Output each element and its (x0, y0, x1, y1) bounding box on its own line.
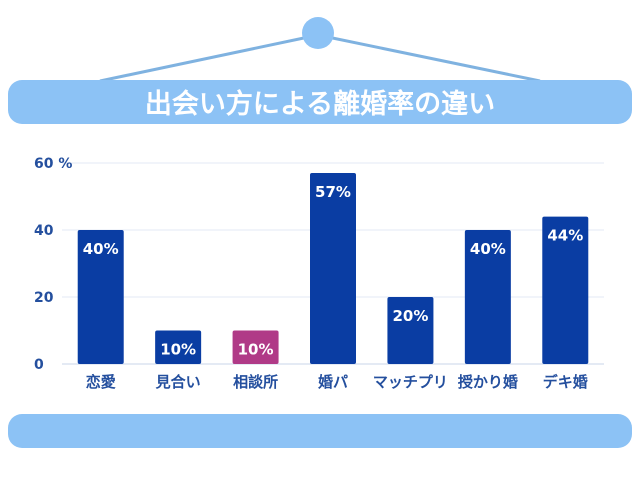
data-label-0: 40% (83, 240, 119, 258)
category-label-3: 婚パ (318, 373, 348, 391)
data-label-6: 44% (547, 227, 583, 245)
chart-title: 出会い方による離婚率の違い (145, 88, 495, 120)
data-label-5: 40% (470, 240, 506, 258)
category-labels: 恋愛 見合い 相談所 婚パ マッチプリ 授かり婚 デキ婚 (86, 373, 588, 391)
data-label-3: 57% (315, 183, 351, 201)
nail-icon (302, 17, 334, 49)
hanging-string-right (317, 33, 541, 83)
data-label-1: 10% (160, 341, 196, 359)
hanging-string-left (99, 33, 319, 83)
bar-4 (387, 297, 434, 364)
y-axis-ticks: 0 20 40 60 % (34, 156, 72, 373)
bars: 40% 10% 10% 57% 20% 40% 44% (77, 173, 589, 364)
y-tick-label: 60 % (34, 156, 72, 172)
bar-3 (310, 173, 356, 364)
category-label-4: マッチプリ (373, 373, 448, 391)
bar-5 (464, 230, 511, 364)
category-label-6: デキ婚 (543, 373, 588, 391)
category-label-1: 見合い (155, 373, 201, 391)
category-label-2: 相談所 (233, 373, 278, 391)
bar-1 (155, 330, 202, 364)
y-tick-label: 0 (34, 357, 44, 373)
data-label-2: 10% (238, 341, 274, 359)
bar-0 (77, 230, 124, 364)
category-label-0: 恋愛 (86, 373, 116, 391)
y-tick-label: 20 (34, 290, 54, 306)
data-label-4: 20% (392, 307, 428, 325)
bar-6 (542, 216, 589, 364)
title-banner (8, 80, 632, 124)
bottom-roller (8, 414, 632, 448)
y-tick-label: 40 (34, 223, 54, 239)
bar-2 (232, 330, 279, 364)
category-label-5: 授かり婚 (458, 373, 518, 391)
